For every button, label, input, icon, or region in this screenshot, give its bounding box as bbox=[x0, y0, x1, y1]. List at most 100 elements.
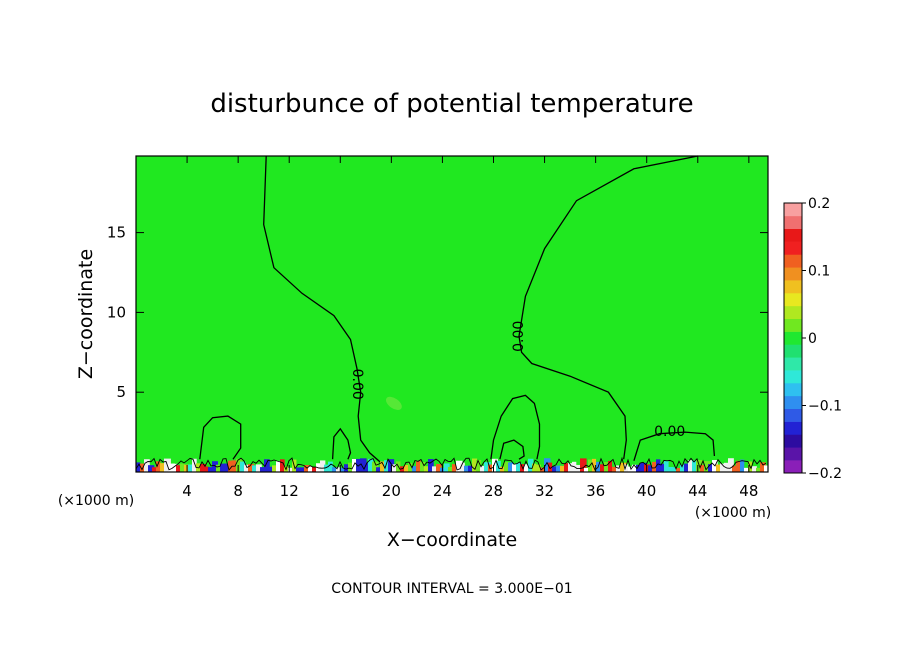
ground-noise-cell bbox=[204, 466, 209, 472]
colorbar-swatch bbox=[784, 447, 802, 461]
ground-noise-cell bbox=[668, 466, 674, 472]
colorbar-swatch bbox=[784, 344, 802, 358]
contour-layer: 0.00 0.00 0.00 bbox=[199, 155, 716, 465]
ground-contour-noise bbox=[135, 456, 767, 471]
x-unit-label-left: (×1000 m) bbox=[58, 493, 134, 509]
ground-noise-cell bbox=[524, 464, 531, 472]
ground-noise-cell bbox=[408, 462, 413, 472]
x-tick-label: 28 bbox=[484, 482, 503, 500]
contour-line-1 bbox=[263, 155, 383, 465]
plot-area: 0.000.000.00 4 8 12 16 20 24 28 32 36 40 44 48 5101… bbox=[107, 155, 770, 500]
ground-noise-cell bbox=[276, 460, 283, 472]
colorbar-swatch bbox=[784, 331, 802, 345]
ground-noise-cell bbox=[564, 463, 569, 472]
ground-noise-cell bbox=[168, 463, 175, 472]
x-tick-label: 24 bbox=[433, 482, 452, 500]
ground-noise-cell bbox=[220, 463, 227, 472]
colorbar-swatch bbox=[784, 318, 802, 332]
colorbar-swatch bbox=[784, 215, 802, 230]
ground-noise-cell bbox=[632, 464, 637, 472]
ground-noise-cell bbox=[580, 458, 587, 472]
ground-noise-cell bbox=[532, 463, 537, 472]
ground-noise-cell bbox=[264, 459, 270, 472]
ground-noise-cell bbox=[492, 458, 498, 472]
ground-noise-cell bbox=[756, 467, 761, 472]
ground-noise-cell bbox=[280, 459, 285, 472]
ground-noise-cell bbox=[636, 464, 643, 472]
plot-frame bbox=[135, 155, 769, 473]
x-tick-label: 8 bbox=[233, 482, 243, 500]
warm-blob bbox=[385, 396, 402, 410]
ground-noise-cell bbox=[512, 464, 519, 472]
contour-line-7 bbox=[499, 439, 525, 460]
ground-noise-cell bbox=[760, 462, 766, 472]
ground-noise-cell bbox=[148, 465, 155, 472]
ground-noise-cell bbox=[248, 464, 255, 472]
ground-noise-cell bbox=[192, 458, 197, 472]
colorbar-tick-label: 0.1 bbox=[808, 264, 830, 280]
ground-noise-cell bbox=[340, 467, 346, 472]
ground-noise-cell bbox=[484, 462, 491, 472]
ground-noise-cell bbox=[428, 459, 434, 472]
colorbar-swatch bbox=[784, 383, 802, 397]
ground-noise-cell bbox=[256, 464, 262, 472]
ground-noise-cell bbox=[660, 463, 665, 472]
colorbar: 0.2 0.1 0 −0.1 −0.2 bbox=[783, 196, 842, 482]
ground-noise-cell bbox=[608, 460, 613, 472]
ground-noise-cell bbox=[308, 466, 313, 472]
ground-noise-cell bbox=[616, 465, 622, 472]
ground-noise-cell bbox=[216, 464, 222, 472]
ground-noise-cell bbox=[456, 460, 463, 472]
ground-noise-cell bbox=[704, 461, 711, 472]
ground-noise-cell bbox=[244, 464, 250, 472]
x-tick-label: 20 bbox=[382, 482, 401, 500]
ground-noise-cell bbox=[552, 466, 558, 472]
colorbar-swatch bbox=[784, 395, 802, 410]
colorbar-tick-label: −0.2 bbox=[808, 466, 842, 482]
ground-noise-cell bbox=[252, 465, 259, 472]
ground-noise-cell bbox=[344, 464, 350, 472]
ground-noise-cell bbox=[136, 462, 141, 472]
ground-noise-cell bbox=[612, 466, 617, 472]
ground-noise-cell bbox=[324, 464, 331, 472]
ground-noise-cell bbox=[648, 465, 655, 472]
ground-noise-layer bbox=[135, 456, 770, 472]
ground-noise-cell bbox=[672, 467, 678, 472]
ground-noise-cell bbox=[536, 464, 541, 472]
ground-noise-cell bbox=[364, 463, 371, 472]
ground-noise-cell bbox=[676, 467, 682, 472]
ground-noise-cell bbox=[176, 465, 181, 472]
x-unit-label-right: (×1000 m) bbox=[695, 505, 771, 521]
ground-noise-cell bbox=[180, 463, 185, 472]
ground-noise-cell bbox=[436, 463, 442, 472]
ground-noise-cell bbox=[296, 467, 301, 472]
y-tick-label: 15 bbox=[107, 224, 126, 242]
ground-noise-cell bbox=[412, 466, 418, 472]
y-tick-label: 10 bbox=[107, 303, 126, 321]
ground-noise-cell bbox=[156, 461, 161, 472]
ground-noise-cell bbox=[208, 467, 213, 472]
ground-noise-cell bbox=[228, 460, 233, 472]
ground-noise-cell bbox=[380, 461, 386, 472]
ground-noise-cell bbox=[372, 461, 379, 472]
ground-noise-cell bbox=[640, 462, 647, 472]
y-tick-label: 5 bbox=[116, 383, 126, 401]
ground-noise-cell bbox=[152, 467, 158, 472]
contour-label-2: 0.00 bbox=[511, 321, 527, 352]
ground-noise-cell bbox=[548, 462, 553, 472]
ground-noise-cell bbox=[604, 462, 609, 472]
ground-noise-cell bbox=[624, 464, 629, 472]
colorbar-swatch bbox=[784, 267, 802, 281]
ground-noise-cell bbox=[448, 466, 454, 472]
ground-noise-cell bbox=[732, 465, 739, 472]
ground-noise-cell bbox=[716, 464, 722, 472]
colorbar-swatch bbox=[784, 280, 802, 294]
ground-noise-cell bbox=[720, 463, 726, 472]
ground-noise-cell bbox=[376, 467, 383, 472]
ground-noise-cell bbox=[628, 466, 633, 472]
x-axis-label: X−coordinate bbox=[387, 529, 517, 551]
ground-noise-cell bbox=[752, 466, 757, 472]
x-axis: 4 8 12 16 20 24 28 32 36 40 44 48 bbox=[182, 156, 758, 500]
colorbar-swatch bbox=[784, 241, 802, 255]
x-tick-label: 32 bbox=[535, 482, 554, 500]
